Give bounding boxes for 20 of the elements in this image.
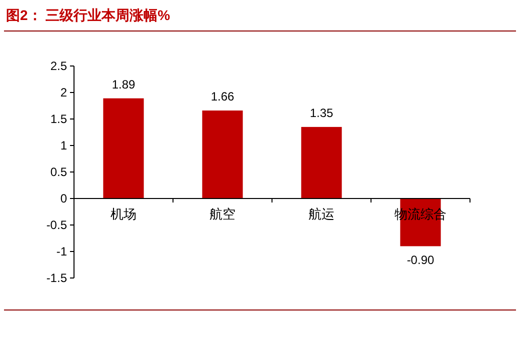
y-tick-label: 2.5 bbox=[50, 59, 68, 73]
x-tick-label: 航运 bbox=[308, 206, 334, 222]
bar bbox=[103, 98, 144, 198]
bar bbox=[301, 126, 342, 198]
y-tick-label: -1 bbox=[56, 244, 68, 258]
y-tick-label: -1.5 bbox=[46, 271, 68, 285]
y-tick-label: 1 bbox=[60, 138, 68, 152]
bar bbox=[202, 110, 243, 198]
chart-title: 图2： 三级行业本周涨幅% bbox=[6, 7, 171, 23]
x-tick-label: 航空 bbox=[210, 206, 236, 222]
data-label: 1.66 bbox=[210, 90, 234, 104]
y-tick-label: 1.5 bbox=[50, 112, 68, 126]
y-tick-label: 2 bbox=[60, 86, 68, 100]
y-tick-label: -0.5 bbox=[46, 218, 68, 232]
data-label: 1.35 bbox=[310, 106, 334, 120]
data-label: 1.89 bbox=[112, 77, 136, 92]
data-label: -0.90 bbox=[406, 253, 434, 268]
y-tick-label: 0 bbox=[60, 192, 68, 206]
x-tick-label: 机场 bbox=[110, 206, 136, 222]
y-tick-label: 0.5 bbox=[50, 165, 68, 179]
